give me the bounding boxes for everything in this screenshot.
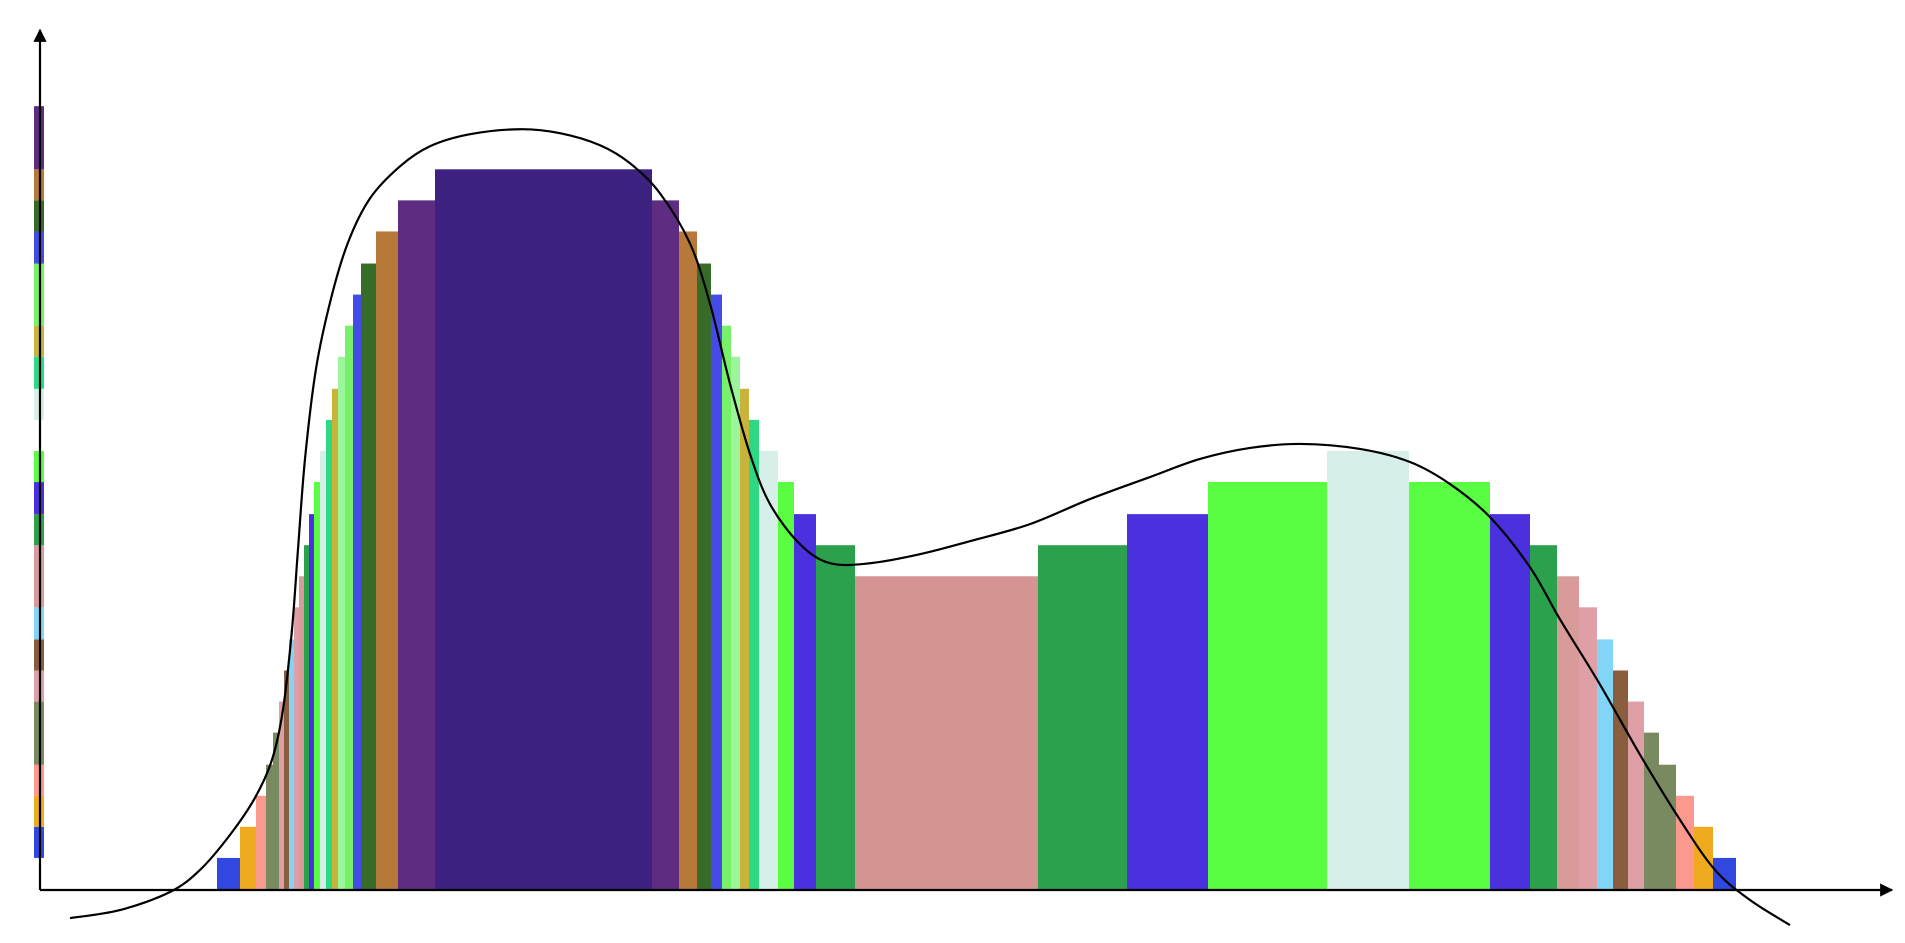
bar-45: [1579, 607, 1597, 890]
bar-37: [1038, 545, 1127, 890]
bar-21: [376, 231, 398, 891]
bar-17: [338, 356, 345, 890]
bar-14: [320, 450, 326, 890]
bar-43: [1530, 545, 1557, 890]
bar-30: [740, 388, 749, 890]
bar-12: [309, 514, 314, 890]
bar-20: [361, 263, 376, 890]
bar-53: [1713, 857, 1736, 890]
bar-27: [711, 294, 722, 890]
bar-25: [679, 231, 697, 891]
bar-35: [816, 545, 855, 890]
bar-24: [652, 200, 679, 891]
bar-22: [398, 200, 435, 891]
bar-23: [435, 169, 652, 891]
bars-layer: [217, 169, 1736, 891]
bar-36: [855, 576, 1038, 890]
bar-28: [722, 325, 731, 890]
bar-38: [1127, 514, 1208, 890]
bar-10: [299, 576, 304, 890]
bar-50: [1659, 764, 1676, 890]
bar-15: [326, 419, 332, 890]
bar-13: [314, 482, 320, 890]
bar-51: [1676, 795, 1694, 890]
bar-52: [1694, 826, 1713, 890]
density-curve: [69, 128, 1791, 927]
bar-7: [284, 670, 289, 890]
bar-3: [256, 795, 266, 890]
bar-47: [1613, 670, 1628, 890]
bar-48: [1628, 701, 1644, 890]
bar-46: [1597, 639, 1613, 890]
bar-6: [279, 701, 284, 890]
bar-5: [273, 732, 279, 890]
bar-26: [697, 263, 711, 890]
bar-16: [332, 388, 338, 890]
bar-41: [1409, 482, 1490, 890]
bar-39: [1208, 482, 1327, 890]
bar-31: [749, 419, 759, 890]
bar-42: [1490, 514, 1530, 890]
bar-32: [759, 450, 778, 890]
bar-44: [1557, 576, 1579, 890]
bar-29: [731, 356, 740, 890]
bar-11: [304, 545, 309, 890]
bar-8: [289, 639, 294, 890]
bar-40: [1327, 450, 1409, 890]
bar-9: [294, 607, 299, 890]
bar-2: [240, 826, 256, 890]
bar-1: [217, 857, 240, 890]
bar-19: [353, 294, 361, 890]
bar-49: [1644, 732, 1659, 890]
bar-34: [794, 514, 816, 890]
bar-33: [778, 482, 794, 890]
bar-4: [266, 764, 273, 890]
bar-18: [345, 325, 353, 890]
